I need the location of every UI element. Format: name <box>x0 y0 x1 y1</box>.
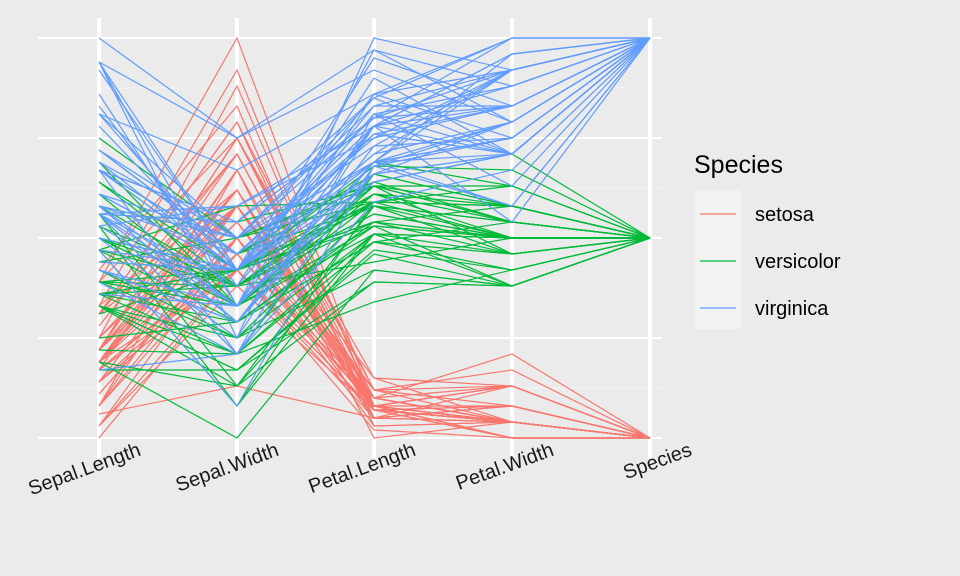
virginica-line-29 <box>98 37 651 271</box>
legend-title: Species <box>694 151 783 179</box>
legend-entries: setosa versicolor virginica <box>700 204 841 320</box>
legend-label-virginica: virginica <box>755 298 829 320</box>
legend: Species setosa versicolor virginica <box>694 151 841 329</box>
virginica-line-47 <box>98 37 651 271</box>
virginica-line-6 <box>98 37 651 371</box>
grid-layer <box>0 0 680 470</box>
plot-panel <box>0 0 680 470</box>
lines-layer <box>98 36 651 439</box>
versicolor-line-49 <box>98 225 650 307</box>
virginica-line-48 <box>98 37 651 227</box>
legend-label-setosa: setosa <box>755 204 815 226</box>
versicolor-line-48 <box>98 237 651 355</box>
legend-label-versicolor: versicolor <box>755 251 841 273</box>
virginica-line-46 <box>98 37 651 355</box>
virginica-line-44 <box>98 37 650 223</box>
legend-key-background <box>694 190 741 329</box>
versicolor-line-43 <box>98 237 651 387</box>
virginica-line-40 <box>98 37 651 255</box>
virginica-line-49 <box>98 37 651 271</box>
